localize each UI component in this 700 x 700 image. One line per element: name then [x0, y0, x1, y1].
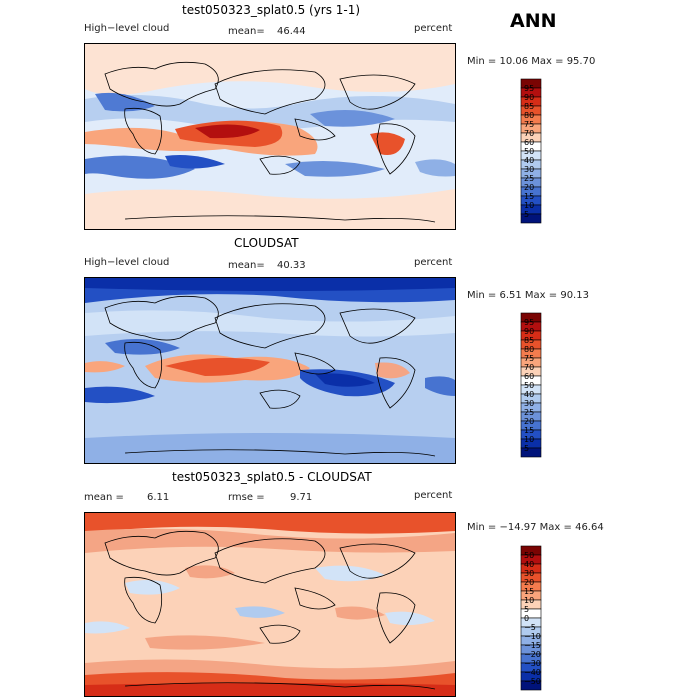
colorbar-level-label: 95 — [524, 318, 534, 327]
colorbar-level-label: 95 — [524, 84, 534, 93]
panel2-variable-label: High−level cloud — [84, 257, 170, 268]
colorbar-level-label: 5 — [524, 444, 529, 453]
colorbar-level-label: 75 — [524, 354, 534, 363]
colorbar-level-label: 50 — [524, 147, 534, 156]
colorbar-level-label: −20 — [524, 650, 541, 659]
panel2-title: CLOUDSAT — [234, 236, 299, 250]
colorbar-level-label: 30 — [524, 165, 534, 174]
colorbar-level-label: 50 — [524, 381, 534, 390]
panel2-minmax: Min = 6.51 Max = 90.13 — [467, 290, 589, 301]
panel3-units-label: percent — [414, 490, 453, 501]
colorbar-level-label: 15 — [524, 587, 534, 596]
panel3-mean-label: mean = — [84, 492, 124, 503]
colorbar-level-label: 20 — [524, 578, 534, 587]
colorbar-level-label: 40 — [524, 156, 534, 165]
panel1-units-label: percent — [414, 23, 453, 34]
colorbar-level-label: 90 — [524, 327, 534, 336]
colorbar-level-label: 10 — [524, 201, 534, 210]
panel3-minmax: Min = −14.97 Max = 46.64 — [467, 522, 604, 533]
colorbar-level-label: 40 — [524, 560, 534, 569]
colorbar-level-label: 20 — [524, 183, 534, 192]
colorbar-level-label: 85 — [524, 102, 534, 111]
colorbar-level-label: 5 — [524, 210, 529, 219]
panel1-mean-value: 46.44 — [277, 26, 306, 37]
colorbar-level-label: −15 — [524, 641, 541, 650]
colorbar-level-label: 30 — [524, 569, 534, 578]
panel3-rmse-label: rmse = — [228, 492, 265, 503]
panel3-title: test050323_splat0.5 - CLOUDSAT — [172, 470, 372, 484]
panel3-map — [84, 512, 456, 697]
colorbar-level-label: 0 — [524, 614, 529, 623]
colorbar-swatch — [520, 680, 542, 691]
panel2-map — [84, 277, 456, 464]
panel1-title: test050323_splat0.5 (yrs 1-1) — [182, 3, 361, 17]
panel2-mean-label: mean= — [228, 260, 265, 271]
colorbar-level-label: 90 — [524, 93, 534, 102]
colorbar-swatch — [520, 447, 542, 458]
colorbar-level-label: 75 — [524, 120, 534, 129]
panel1-map — [84, 43, 456, 230]
colorbar-level-label: −30 — [524, 659, 541, 668]
colorbar-level-label: −10 — [524, 632, 541, 641]
panel1-minmax: Min = 10.06 Max = 95.70 — [467, 56, 596, 67]
colorbar-level-label: 85 — [524, 336, 534, 345]
colorbar-level-label: 30 — [524, 399, 534, 408]
colorbar-level-label: 25 — [524, 408, 534, 417]
colorbar-level-label: 10 — [524, 435, 534, 444]
colorbar-level-label: 60 — [524, 372, 534, 381]
panel2-mean-value: 40.33 — [277, 260, 306, 271]
colorbar-level-label: −5 — [524, 623, 536, 632]
colorbar-level-label: 80 — [524, 111, 534, 120]
panel2-units-label: percent — [414, 257, 453, 268]
panel3-mean-value: 6.11 — [147, 492, 170, 503]
colorbar-level-label: −50 — [524, 677, 541, 686]
colorbar-level-label: 20 — [524, 417, 534, 426]
colorbar-level-label: 10 — [524, 596, 534, 605]
colorbar-level-label: 15 — [524, 426, 534, 435]
colorbar-level-label: 5 — [524, 605, 529, 614]
colorbar-level-label: 50 — [524, 551, 534, 560]
panel1-variable-label: High−level cloud — [84, 23, 170, 34]
colorbar-level-label: 15 — [524, 192, 534, 201]
colorbar-level-label: 80 — [524, 345, 534, 354]
colorbar-level-label: 60 — [524, 138, 534, 147]
colorbar-level-label: 25 — [524, 174, 534, 183]
panel1-mean-label: mean= — [228, 26, 265, 37]
colorbar-swatch — [520, 213, 542, 224]
colorbar-level-label: 40 — [524, 390, 534, 399]
panel3-rmse-value: 9.71 — [290, 492, 313, 503]
season-label: ANN — [510, 10, 557, 32]
colorbar-level-label: 70 — [524, 129, 534, 138]
colorbar-level-label: −40 — [524, 668, 541, 677]
colorbar-level-label: 70 — [524, 363, 534, 372]
